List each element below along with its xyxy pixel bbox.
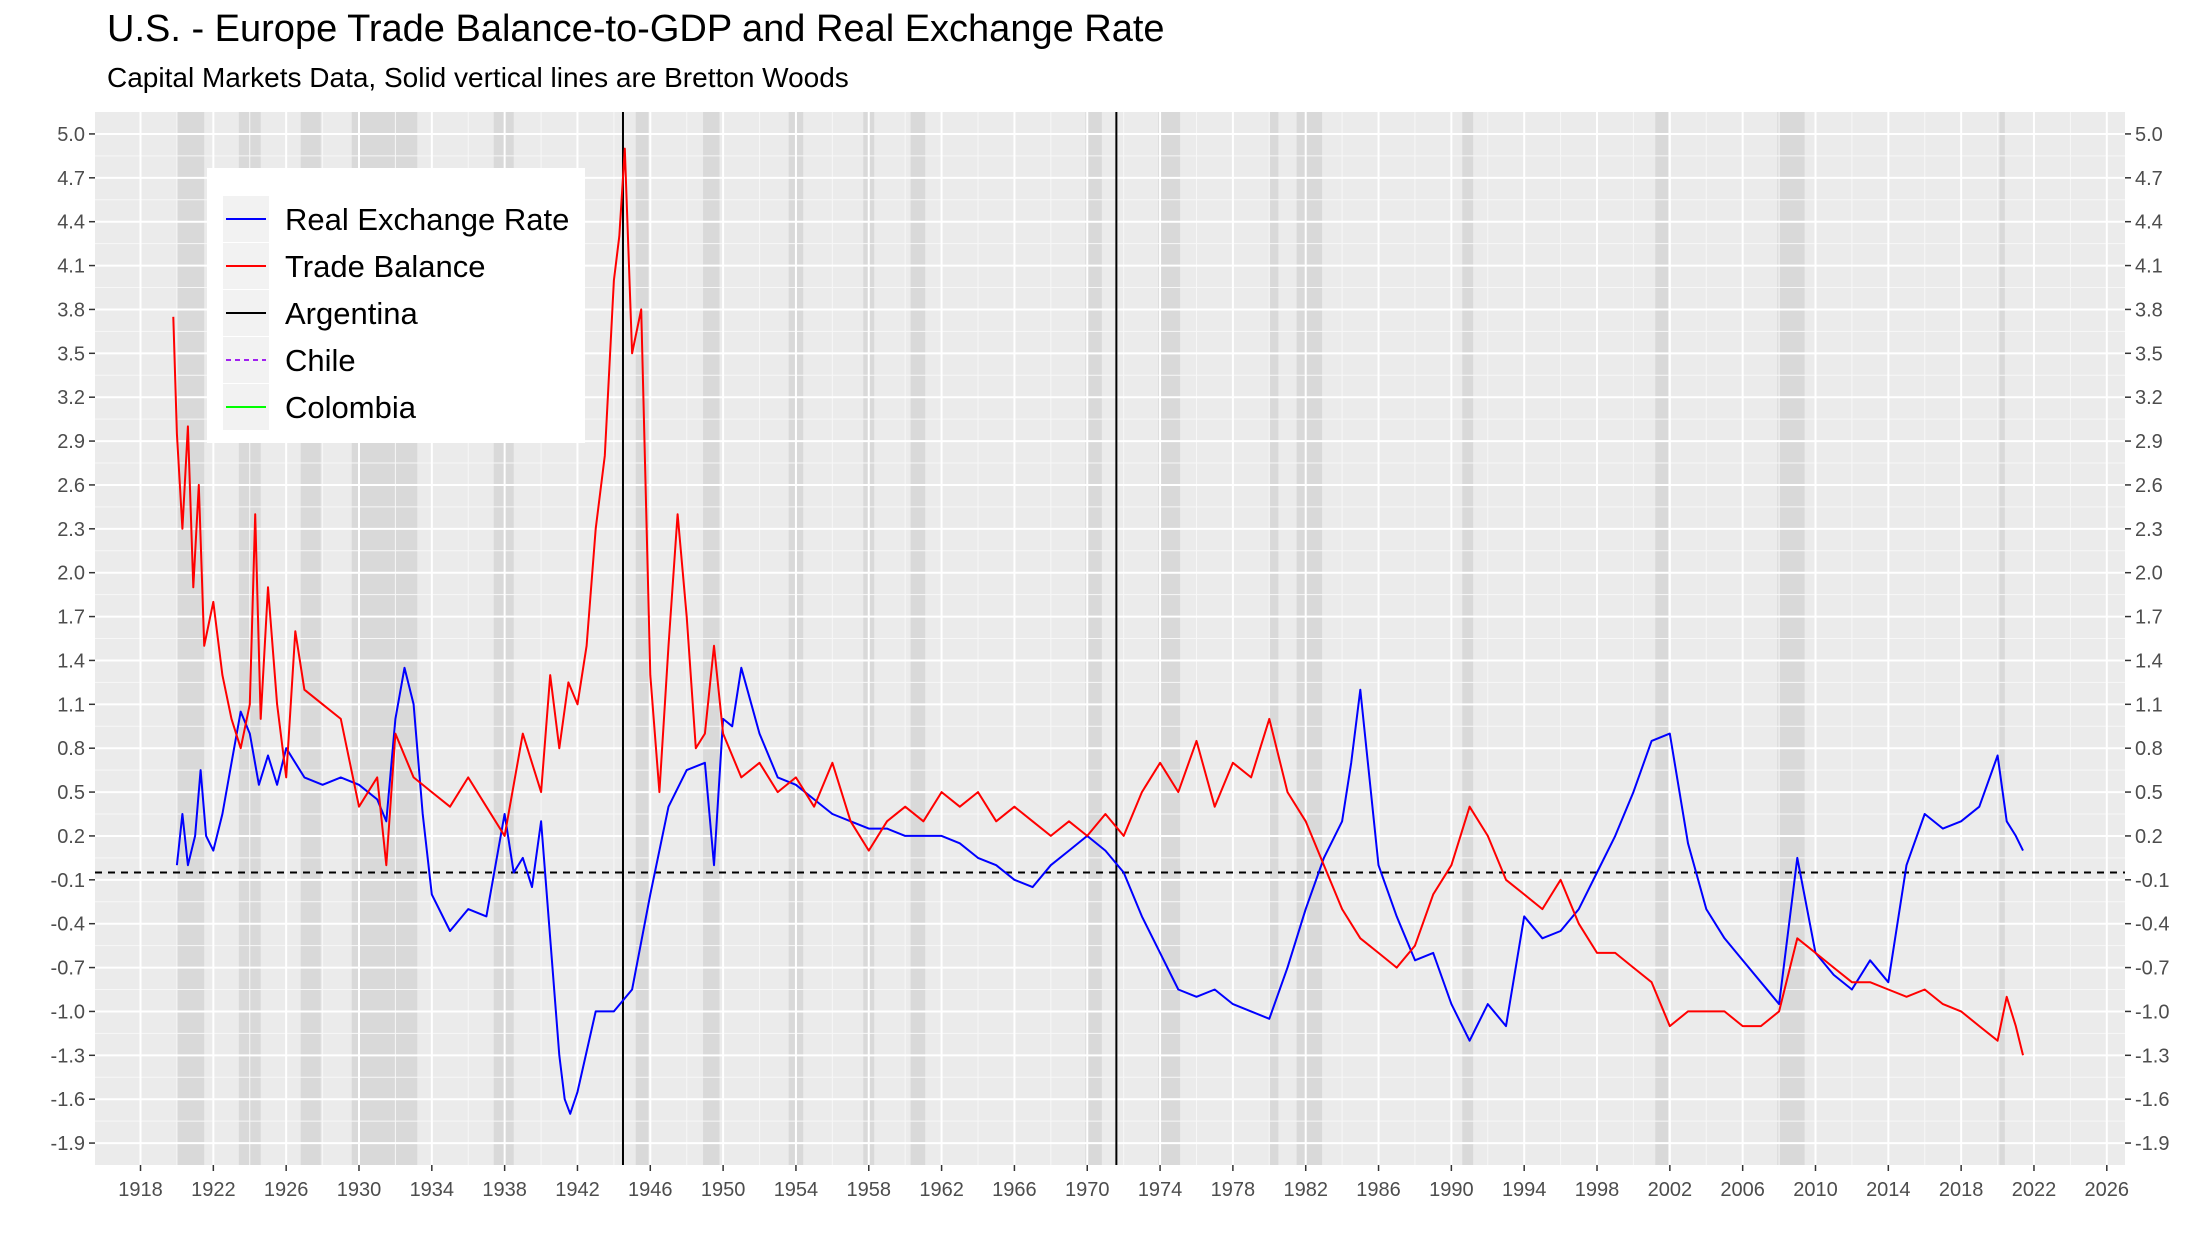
legend-label: Colombia <box>285 390 417 425</box>
y-tick-label: -1.0 <box>51 1001 85 1023</box>
y-tick-label: 3.5 <box>2135 343 2163 365</box>
x-tick-label: 1986 <box>1356 1179 1401 1201</box>
y-tick-label: 2.3 <box>57 519 85 541</box>
y-tick-label: 5.0 <box>2135 124 2163 146</box>
y-tick-label: 2.9 <box>2135 431 2163 453</box>
y-tick-label: 4.1 <box>57 256 85 278</box>
x-tick-label: 1990 <box>1429 1179 1474 1201</box>
y-tick-label: -1.9 <box>2135 1133 2169 1155</box>
y-tick-label: 2.3 <box>2135 519 2163 541</box>
y-tick-label: 4.1 <box>2135 256 2163 278</box>
legend-label: Real Exchange Rate <box>285 202 569 237</box>
y-tick-label: 0.5 <box>57 782 85 804</box>
legend-label: Trade Balance <box>285 249 485 284</box>
y-tick-label: 2.6 <box>2135 475 2163 497</box>
y-tick-label: -1.3 <box>2135 1045 2169 1067</box>
legend-label: Argentina <box>285 296 418 331</box>
y-tick-label: -1.3 <box>51 1045 85 1067</box>
y-tick-label: 4.7 <box>57 168 85 190</box>
x-tick-label: 1974 <box>1138 1179 1183 1201</box>
y-tick-label: 2.0 <box>57 563 85 585</box>
x-tick-label: 1918 <box>118 1179 163 1201</box>
y-tick-label: 4.4 <box>57 212 85 234</box>
x-tick-label: 1962 <box>919 1179 964 1201</box>
y-axis-right: 5.0 4.7 4.4 4.1 3.8 3.5 3.2 2.9 2.6 2.3 2.0 1.7 1.4 1… <box>2125 124 2169 1155</box>
y-tick-label: 1.1 <box>57 694 85 716</box>
x-tick-label: 1970 <box>1065 1179 1110 1201</box>
y-tick-label: 3.2 <box>2135 387 2163 409</box>
y-tick-label: 0.5 <box>2135 782 2163 804</box>
x-tick-label: 1946 <box>628 1179 673 1201</box>
reference-lines <box>95 112 2125 1165</box>
x-axis: 1918 1922 1926 1930 1934 1938 1942 1946 1950 1954… <box>118 1165 2129 1201</box>
x-tick-label: 2022 <box>2012 1179 2057 1201</box>
y-tick-label: 1.4 <box>57 650 85 672</box>
x-tick-label: 1978 <box>1211 1179 1256 1201</box>
y-tick-label: 3.8 <box>2135 299 2163 321</box>
x-tick-label: 1994 <box>1502 1179 1547 1201</box>
y-tick-label: 3.5 <box>57 343 85 365</box>
y-tick-label: 2.6 <box>57 475 85 497</box>
y-tick-label: -0.7 <box>51 958 85 980</box>
x-tick-label: 1938 <box>482 1179 527 1201</box>
y-tick-label: 5.0 <box>57 124 85 146</box>
y-tick-label: -1.6 <box>51 1089 85 1111</box>
y-tick-label: 1.7 <box>2135 607 2163 629</box>
y-tick-label: 0.8 <box>2135 738 2163 760</box>
legend-label: Chile <box>285 343 356 378</box>
x-tick-label: 1966 <box>992 1179 1037 1201</box>
y-tick-label: 0.8 <box>57 738 85 760</box>
y-tick-label: 3.2 <box>57 387 85 409</box>
y-tick-label: -0.4 <box>51 914 85 936</box>
y-tick-label: 1.4 <box>2135 650 2163 672</box>
x-tick-label: 2010 <box>1793 1179 1838 1201</box>
x-tick-label: 1958 <box>847 1179 892 1201</box>
y-tick-label: -0.7 <box>2135 958 2169 980</box>
y-tick-label: 4.7 <box>2135 168 2163 190</box>
x-tick-label: 2006 <box>1720 1179 1765 1201</box>
y-tick-label: -1.9 <box>51 1133 85 1155</box>
y-tick-label: 1.7 <box>57 607 85 629</box>
x-tick-label: 2002 <box>1648 1179 1693 1201</box>
y-axis-left: 5.0 4.7 4.4 4.1 3.8 3.5 3.2 2.9 2.6 2.3 2.0 1.7 1.4 1… <box>51 124 95 1155</box>
y-tick-label: -1.6 <box>2135 1089 2169 1111</box>
chart-subtitle: Capital Markets Data, Solid vertical lin… <box>107 62 849 93</box>
trade-balance-line <box>172 147 2024 1056</box>
x-tick-label: 1922 <box>191 1179 236 1201</box>
x-tick-label: 1926 <box>264 1179 309 1201</box>
y-tick-label: -0.1 <box>51 870 85 892</box>
legend-background <box>207 168 585 443</box>
y-tick-label: -0.4 <box>2135 914 2169 936</box>
chart-title: U.S. - Europe Trade Balance-to-GDP and R… <box>107 8 1165 50</box>
x-tick-label: 1934 <box>410 1179 455 1201</box>
x-tick-label: 1998 <box>1575 1179 1620 1201</box>
x-tick-label: 2018 <box>1939 1179 1984 1201</box>
y-tick-label: 0.2 <box>57 826 85 848</box>
y-tick-label: 0.2 <box>2135 826 2163 848</box>
y-tick-label: 3.8 <box>57 299 85 321</box>
legend: Real Exchange Rate Trade Balance Argentina… <box>207 168 585 443</box>
x-tick-label: 2014 <box>1866 1179 1911 1201</box>
x-tick-label: 2026 <box>2085 1179 2130 1201</box>
x-tick-label: 1982 <box>1283 1179 1328 1201</box>
y-tick-label: 2.0 <box>2135 563 2163 585</box>
x-tick-label: 1930 <box>337 1179 382 1201</box>
series-lines <box>172 147 2024 1115</box>
y-tick-label: -0.1 <box>2135 870 2169 892</box>
y-tick-label: 2.9 <box>57 431 85 453</box>
real-exchange-rate-line <box>175 666 2024 1115</box>
x-tick-label: 1954 <box>774 1179 819 1201</box>
y-tick-label: 4.4 <box>2135 212 2163 234</box>
y-tick-label: -1.0 <box>2135 1001 2169 1023</box>
x-tick-label: 1950 <box>701 1179 746 1201</box>
x-tick-label: 1942 <box>555 1179 600 1201</box>
y-tick-label: 1.1 <box>2135 694 2163 716</box>
